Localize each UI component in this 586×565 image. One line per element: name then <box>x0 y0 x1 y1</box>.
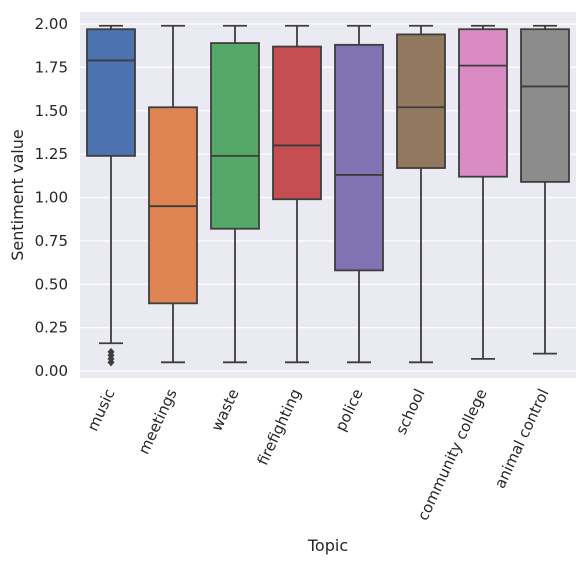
y-tick-label: 0.00 <box>35 362 68 380</box>
y-tick-label: 1.75 <box>35 58 68 76</box>
box-school <box>396 24 446 364</box>
x-tick-label: school <box>392 386 429 437</box>
x-tick-labels: music meetings waste firefighting police scho… <box>84 386 553 523</box>
box-meetings <box>148 24 198 364</box>
y-tick-label: 1.25 <box>35 145 68 163</box>
box-animal-control <box>520 24 570 355</box>
interquartile-box <box>520 28 570 183</box>
y-tick-labels: 0.00 0.25 0.50 0.75 1.00 1.25 1.50 1.75 2.00 <box>35 15 68 380</box>
x-tick-label: waste <box>208 386 243 434</box>
x-tick-label: music <box>84 386 119 434</box>
x-tick-label: meetings <box>135 386 181 457</box>
x-tick-label: animal control <box>491 386 553 491</box>
box-music <box>86 24 136 367</box>
y-axis-label: Sentiment value <box>8 129 27 261</box>
interquartile-box <box>334 43 384 272</box>
y-tick-label: 0.25 <box>35 319 68 337</box>
box-firefighting <box>272 24 322 364</box>
y-tick-label: 0.75 <box>35 232 68 250</box>
y-tick-label: 1.00 <box>35 189 68 207</box>
interquartile-box <box>86 28 136 157</box>
y-tick-label: 0.50 <box>35 275 68 293</box>
box-waste <box>210 24 260 364</box>
x-tick-label: community college <box>414 386 491 523</box>
interquartile-box <box>458 28 508 178</box>
box-police <box>334 24 384 364</box>
interquartile-box <box>396 33 446 169</box>
outlier-point <box>107 347 115 356</box>
boxes-layer <box>86 24 570 367</box>
x-tick-label: police <box>331 386 366 434</box>
interquartile-box <box>210 42 260 230</box>
x-tick-label: firefighting <box>254 386 305 468</box>
interquartile-box <box>272 45 322 201</box>
y-tick-label: 2.00 <box>35 15 68 33</box>
y-tick-label: 1.50 <box>35 102 68 120</box>
x-axis-label: Topic <box>307 536 348 555</box>
box-community-college <box>458 24 508 360</box>
